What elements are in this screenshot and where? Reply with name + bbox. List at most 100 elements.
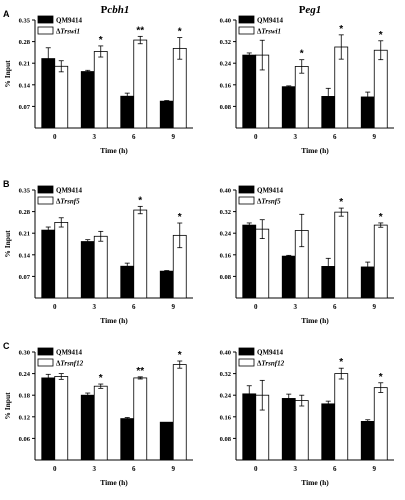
column-title-0-prefix: P	[101, 4, 108, 16]
legend-swatch	[37, 358, 54, 367]
bar-mutant-0h	[54, 65, 69, 129]
legend-label: QM9414	[257, 187, 284, 195]
y-tick-label: 0.08	[220, 274, 232, 281]
bar-mutant-0h	[255, 228, 270, 299]
y-tick-label: 0.06	[19, 436, 31, 443]
chart-panel-3: 0.08 0.16 0.24 0.32 0.40 0 3 * 6 * 9 Time (h) QM9414…	[220, 185, 394, 325]
significance-marker: *	[99, 373, 103, 384]
y-tick-label: 0.32	[220, 371, 231, 378]
significance-marker: *	[379, 212, 383, 223]
bar-mutant-3h	[93, 51, 108, 129]
y-tick-label: 0.40	[220, 18, 231, 25]
x-tick-label: 6	[132, 133, 136, 141]
y-tick-label: 0.30	[19, 350, 30, 357]
bar-qm9414-9h	[159, 270, 174, 299]
chart-panel-5: 0.08 0.16 0.24 0.32 0.40 0 3 * 6 * 9 Time (h) QM9414…	[220, 347, 394, 487]
x-tick-label: 9	[373, 465, 377, 473]
bar-mutant-9h	[373, 49, 388, 129]
y-tick-label: 0.40	[220, 350, 231, 357]
x-tick-label: 3	[93, 303, 97, 311]
x-axis-label: Time (h)	[301, 146, 329, 155]
x-tick-label: 9	[373, 303, 377, 311]
bar-qm9414-9h	[159, 421, 174, 461]
row-label-c: C	[3, 341, 10, 351]
x-tick-label: 6	[333, 133, 337, 141]
x-tick-label: 3	[93, 465, 97, 473]
y-tick-label: 0.16	[220, 82, 232, 89]
x-tick-label: 9	[172, 133, 176, 141]
y-tick-label: 0.08	[220, 104, 232, 111]
bar-qm9414-9h	[159, 100, 174, 129]
bar-qm9414-6h	[120, 95, 135, 129]
significance-marker: *	[178, 212, 182, 223]
row-labels: A B C	[3, 9, 10, 351]
y-tick-label: 0.24	[220, 393, 232, 400]
bar-qm9414-0h	[242, 54, 257, 129]
bar-qm9414-9h	[360, 420, 375, 461]
legend-label: ΔTrsnf12	[56, 360, 84, 368]
x-tick-label: 9	[373, 133, 377, 141]
bar-qm9414-6h	[120, 265, 135, 299]
column-title-1-prefix: P	[299, 4, 306, 16]
x-tick-label: 0	[53, 133, 57, 141]
legend-swatch	[37, 26, 54, 35]
bar-mutant-3h	[294, 66, 309, 129]
y-tick-label: 0.07	[19, 274, 31, 281]
x-tick-label: 3	[294, 133, 298, 141]
legend: QM9414 ΔTrsnf12	[238, 347, 285, 368]
y-tick-label: 0.35	[19, 18, 31, 25]
chart-panel-4: 0.06 0.12 0.18 0.24 0.30 % Input 0 * 3 ** 6 * 9 Time …	[3, 347, 193, 487]
bar-qm9414-6h	[120, 418, 135, 461]
y-tick-label: 0.24	[220, 231, 232, 238]
x-tick-label: 3	[294, 303, 298, 311]
legend-label: QM9414	[257, 349, 284, 357]
x-tick-label: 6	[333, 303, 337, 311]
bar-mutant-9h	[172, 364, 187, 461]
x-tick-label: 6	[333, 465, 337, 473]
legend-swatch	[37, 196, 54, 205]
bar-mutant-0h	[54, 376, 69, 461]
legend-label: QM9414	[257, 17, 284, 25]
y-tick-label: 0.35	[19, 188, 31, 195]
bar-mutant-6h	[133, 39, 148, 129]
legend: QM9414 ΔTrsnf5	[37, 185, 83, 206]
significance-marker: *	[138, 195, 142, 206]
significance-marker: **	[136, 25, 144, 36]
legend-swatch	[238, 185, 255, 194]
legend-label: QM9414	[56, 349, 83, 357]
bar-mutant-3h	[93, 385, 108, 461]
legend-swatch	[37, 347, 54, 356]
y-tick-label: 0.08	[220, 436, 232, 443]
y-tick-label: 0.28	[19, 209, 31, 216]
column-title-1: Peg1	[299, 4, 322, 16]
x-tick-label: 9	[172, 303, 176, 311]
bar-mutant-3h	[294, 400, 309, 461]
y-tick-label: 0.21	[19, 61, 30, 68]
legend-label: QM9414	[56, 17, 83, 25]
y-tick-label: 0.16	[220, 414, 232, 421]
bar-mutant-6h	[133, 209, 148, 299]
y-axis-label: % Input	[3, 60, 12, 88]
legend-label: ΔTrswi1	[56, 28, 80, 36]
significance-marker: *	[300, 49, 304, 60]
y-tick-label: 0.32	[220, 209, 231, 216]
x-tick-label: 3	[294, 465, 298, 473]
row-label-b: B	[3, 179, 10, 189]
x-tick-label: 0	[254, 133, 258, 141]
legend-swatch	[238, 358, 255, 367]
significance-marker: *	[339, 357, 343, 368]
x-axis-label: Time (h)	[100, 478, 128, 487]
significance-marker: *	[339, 197, 343, 208]
significance-marker: *	[339, 24, 343, 35]
bar-qm9414-0h	[242, 224, 257, 299]
legend-label: ΔTrsnf12	[257, 360, 285, 368]
bar-mutant-6h	[334, 373, 349, 461]
y-axis-label: % Input	[3, 392, 12, 420]
legend: QM9414 ΔTrswi1	[37, 15, 83, 36]
legend-swatch	[37, 185, 54, 194]
y-tick-label: 0.32	[220, 39, 231, 46]
bar-mutant-3h	[93, 235, 108, 299]
y-tick-label: 0.16	[220, 252, 232, 259]
x-tick-label: 9	[172, 465, 176, 473]
